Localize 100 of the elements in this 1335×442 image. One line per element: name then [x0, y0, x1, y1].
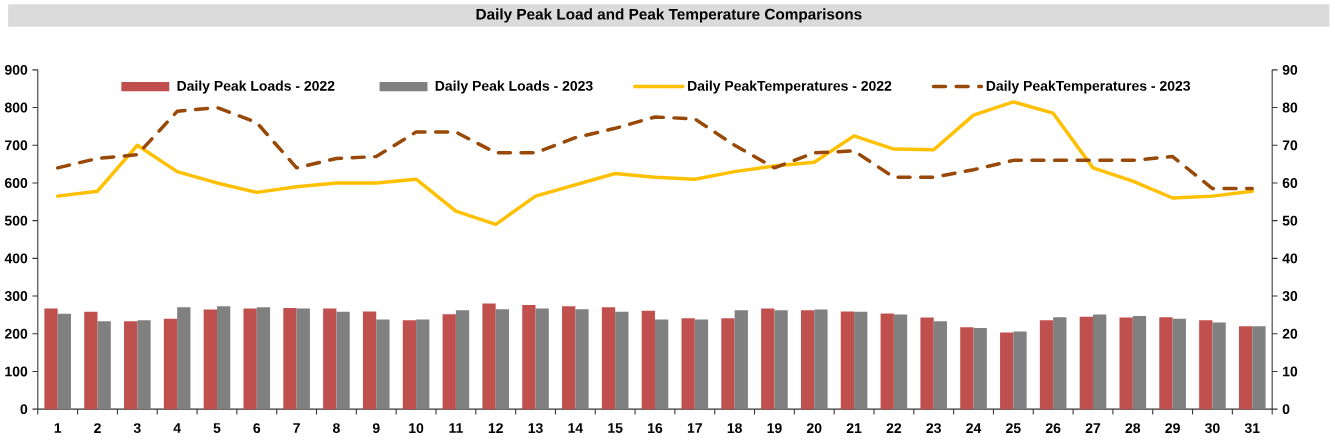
- bar: [1212, 322, 1226, 410]
- bar: [163, 318, 178, 410]
- legend-label: Daily Peak Loads - 2022: [177, 80, 335, 94]
- bar: [1039, 320, 1054, 410]
- y2-tick-label: 10: [1283, 366, 1298, 377]
- x-tick-label: 6: [253, 423, 261, 434]
- bar: [535, 308, 549, 410]
- y-tick-label: 900: [4, 64, 28, 75]
- bar: [323, 308, 337, 410]
- y-tick-label: 300: [4, 291, 28, 301]
- x-tick-label: 3: [133, 423, 141, 434]
- bar: [920, 317, 934, 410]
- bar: [1079, 316, 1093, 410]
- x-tick-label: 20: [806, 423, 822, 434]
- bar: [243, 308, 257, 410]
- x-tick-label: 10: [409, 423, 424, 434]
- x-tick-label: 16: [648, 423, 663, 434]
- x-tick-label: 15: [608, 423, 623, 433]
- bar: [376, 319, 390, 410]
- bar: [1172, 318, 1186, 410]
- x-tick-label: 25: [1006, 423, 1021, 434]
- x-tick-label: 14: [568, 423, 584, 433]
- bar: [734, 310, 748, 410]
- bar: [1238, 326, 1253, 410]
- bar: [296, 308, 310, 410]
- x-tick-label: 7: [293, 423, 300, 433]
- x-tick-label: 22: [886, 423, 902, 433]
- bar: [177, 307, 191, 410]
- bar: [362, 311, 377, 410]
- x-tick-label: 5: [213, 423, 221, 433]
- bar: [774, 310, 788, 410]
- y2-tick-label: 50: [1282, 215, 1298, 226]
- bar: [495, 309, 510, 410]
- bar: [124, 321, 138, 410]
- bar: [137, 320, 151, 410]
- bar: [615, 311, 629, 410]
- legend-label: Daily PeakTemperatures - 2022: [688, 80, 892, 94]
- y-tick-label: 600: [4, 177, 28, 188]
- y-tick-label: 800: [4, 102, 28, 113]
- bar: [694, 319, 709, 410]
- bar: [1252, 326, 1266, 410]
- bar: [1092, 314, 1107, 410]
- bar: [800, 310, 815, 410]
- y2-tick-label: 70: [1282, 140, 1298, 151]
- x-tick-label: 11: [449, 423, 463, 433]
- x-tick-label: 24: [966, 423, 982, 433]
- bar: [336, 311, 350, 410]
- bar: [416, 319, 430, 410]
- bar: [721, 318, 735, 410]
- bar: [455, 310, 470, 410]
- bar: [641, 310, 655, 410]
- bar: [575, 309, 589, 410]
- x-tick-label: 17: [687, 423, 702, 433]
- bar: [1159, 317, 1173, 410]
- bar: [84, 311, 98, 410]
- y2-tick-label: 20: [1282, 328, 1298, 339]
- bar: [1132, 315, 1147, 410]
- y-tick-label: 0: [20, 404, 28, 415]
- x-tick-label: 2: [94, 423, 101, 433]
- y2-tick-label: 0: [1282, 404, 1290, 415]
- bar: [44, 308, 58, 410]
- bar: [442, 314, 456, 410]
- bar: [1199, 320, 1213, 410]
- bar: [960, 327, 974, 410]
- bar: [814, 309, 828, 410]
- bar: [761, 308, 775, 410]
- chart-title: Daily Peak Load and Peak Temperature Comparisons: [476, 8, 862, 23]
- bar: [283, 308, 297, 410]
- x-tick-label: 31: [1244, 423, 1260, 434]
- bar: [854, 311, 868, 410]
- bar: [203, 309, 217, 410]
- x-tick-label: 28: [1125, 423, 1141, 434]
- bar: [1000, 332, 1014, 410]
- y-tick-label: 400: [4, 253, 28, 264]
- y-tick-label: 500: [4, 215, 28, 226]
- x-tick-label: 18: [727, 423, 742, 434]
- bar: [681, 318, 695, 410]
- y2-tick-label: 80: [1282, 102, 1298, 113]
- x-tick-label: 1: [54, 423, 62, 433]
- bar: [880, 313, 894, 410]
- y2-tick-label: 30: [1282, 291, 1298, 301]
- y2-tick-label: 90: [1282, 64, 1298, 75]
- y-tick-label: 700: [5, 140, 28, 151]
- x-tick-label: 23: [926, 423, 941, 434]
- bar: [1013, 331, 1027, 410]
- bar: [97, 321, 111, 410]
- bar: [1119, 317, 1133, 410]
- x-tick-label: 30: [1204, 423, 1220, 434]
- bar: [562, 306, 576, 410]
- x-tick-label: 29: [1165, 423, 1180, 434]
- x-tick-label: 19: [767, 423, 782, 434]
- bar: [893, 314, 908, 410]
- bar: [601, 307, 616, 410]
- x-tick-label: 4: [173, 423, 181, 433]
- legend-label: Daily Peak Loads - 2023: [435, 80, 593, 94]
- bar: [973, 328, 987, 410]
- bar: [402, 320, 417, 410]
- bar: [840, 311, 855, 410]
- x-tick-label: 27: [1085, 423, 1101, 433]
- bar: [256, 307, 271, 410]
